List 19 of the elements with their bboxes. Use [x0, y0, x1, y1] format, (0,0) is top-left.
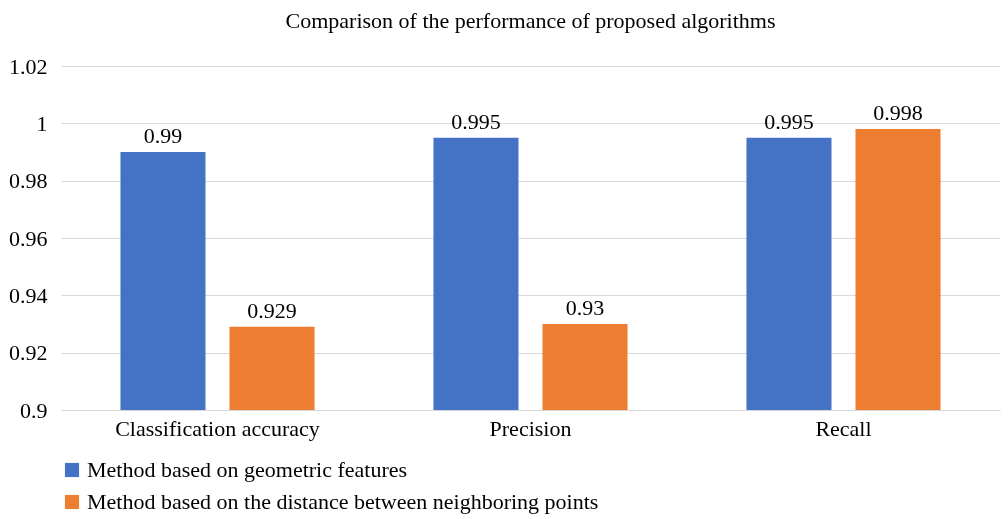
y-tick-label: 0.94 [9, 282, 48, 308]
y-tick-label: 0.96 [9, 225, 48, 251]
legend-label: Method based on geometric features [87, 457, 408, 482]
y-tick-label: 0.98 [9, 168, 48, 194]
y-tick-label: 1.02 [9, 53, 48, 79]
data-label: 0.995 [451, 108, 501, 134]
x-tick-label: Recall [815, 415, 872, 441]
y-tick-label: 0.92 [9, 340, 48, 366]
y-tick-label: 0.9 [20, 397, 48, 423]
data-label: 0.99 [143, 123, 183, 148]
legend-label: Method based on the distance between neighboring points [87, 489, 599, 514]
x-tick-label: Classification accuracy [115, 415, 320, 441]
data-label: 0.929 [247, 297, 297, 323]
data-label: 0.995 [764, 108, 814, 134]
y-tick-label: 1 [36, 110, 48, 136]
data-label: 0.93 [565, 295, 605, 320]
x-tick-label: Precision [489, 415, 572, 441]
data-label: 0.998 [873, 100, 923, 126]
chart-title: Comparison of the performance of proposed algorithms [285, 8, 776, 33]
